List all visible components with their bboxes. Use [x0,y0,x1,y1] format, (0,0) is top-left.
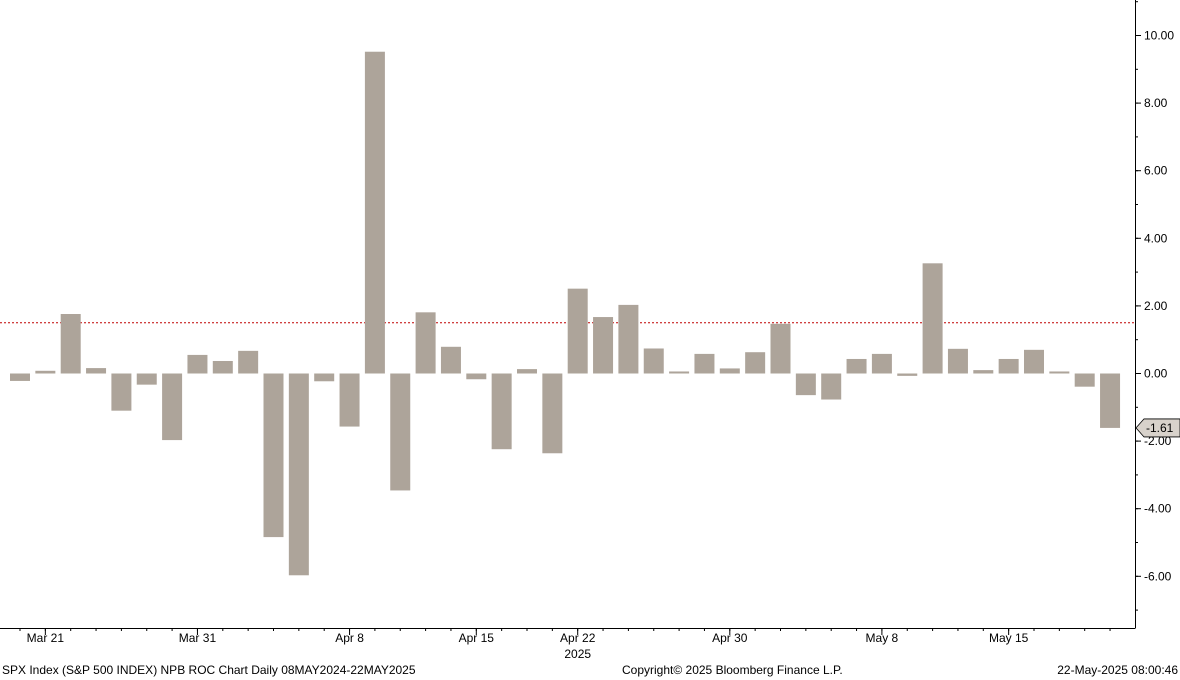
bar [517,369,537,374]
bar [162,373,183,441]
bar [669,371,690,374]
bar [440,346,461,374]
bar [745,352,766,374]
bar [86,368,107,374]
bar [973,370,994,374]
x-axis: Mar 21 Mar 31 Apr 8 Apr 15 Apr 22 Apr 30 May 8… [19,628,1111,661]
y-tick-label: -6.00 [1144,569,1172,583]
x-tick-label: Apr 8 [335,631,364,645]
timestamp: 22-May-2025 08:00:46 [1057,663,1178,677]
x-tick-label: May 15 [989,631,1029,645]
bar [770,323,791,374]
bar [187,354,208,374]
bar [212,360,233,374]
bar [10,373,30,381]
y-tick-label: 6.00 [1144,164,1168,178]
bar [897,373,918,376]
copyright-text: Copyright© 2025 Bloomberg Finance L.P. [622,663,843,677]
y-tick-label: -2.00 [1144,434,1172,448]
bar [643,348,664,374]
bar [339,373,360,427]
x-tick-label: Apr 22 [560,631,596,645]
x-year-label: 2025 [564,647,591,661]
bar [719,368,740,374]
bar [390,373,411,491]
bar [415,312,436,374]
bar [35,370,56,374]
bar [491,373,512,450]
bar [694,353,715,374]
y-tick-label: 2.00 [1144,299,1168,313]
x-tick-label: Mar 21 [27,631,65,645]
bar [1024,349,1044,374]
bar [846,358,867,374]
bars-layer [10,51,1121,576]
x-tick-label: Apr 30 [712,631,748,645]
bar [288,373,309,576]
y-tick-label: 8.00 [1144,96,1168,110]
last-value-label: -1.61 [1146,421,1174,435]
bar [1074,373,1095,387]
bar [136,373,157,385]
bar [795,373,816,396]
last-value-badge [1135,418,1180,438]
bar [567,288,588,374]
bar [263,373,284,538]
axes-layer [0,0,1136,629]
bar [238,350,259,374]
x-tick-label: Mar 31 [179,631,217,645]
y-tick-label: 4.00 [1144,231,1168,245]
bar [364,51,385,374]
bar [1049,371,1070,374]
chart-description: SPX Index (S&P 500 INDEX) NPB ROC Chart … [2,663,416,677]
y-tick-label: 10.00 [1144,29,1174,43]
bar [314,373,335,382]
y-tick-label: -4.00 [1144,502,1172,516]
bar [1100,373,1121,428]
y-axis: 10.00 8.00 6.00 4.00 2.00 0.00 -2.00 -4.00 -6.00 [1135,1,1174,611]
bar [466,373,487,380]
bar [871,353,892,374]
last-value-marker: -1.61 [1135,418,1180,438]
x-tick-label: Apr 15 [459,631,495,645]
bar [542,373,563,454]
bar [60,314,81,374]
bar [111,373,132,411]
bar [618,304,639,374]
y-tick-label: 0.00 [1144,367,1168,381]
bar [821,373,842,400]
bar [998,358,1019,374]
x-tick-label: May 8 [866,631,899,645]
bar [593,317,614,374]
bar [922,263,943,374]
bar [947,348,968,374]
